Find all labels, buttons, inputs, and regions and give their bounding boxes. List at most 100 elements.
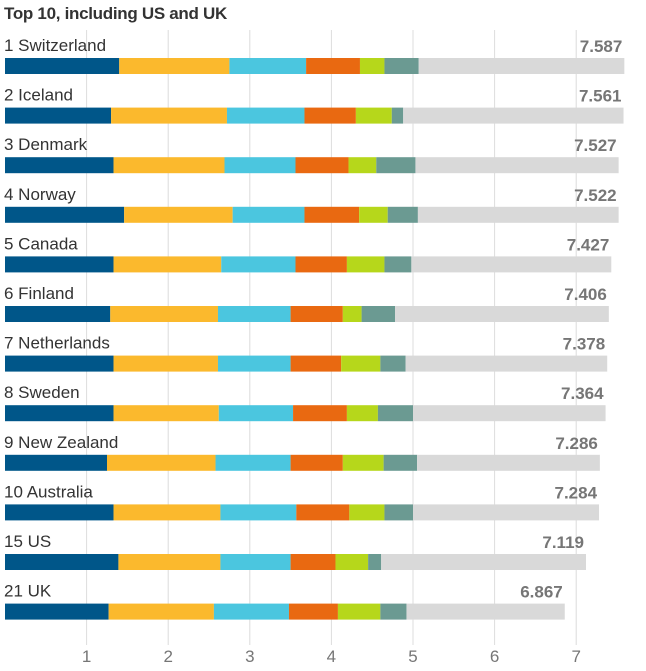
bar-segment-7 xyxy=(418,58,625,74)
bar-segment-3 xyxy=(213,603,289,620)
tick-label: 1 xyxy=(82,647,91,666)
bar-segment-7 xyxy=(415,157,619,174)
bar-segment-1 xyxy=(5,256,114,273)
tick-label: 3 xyxy=(245,647,254,666)
bar-segment-3 xyxy=(221,256,296,273)
bar-segment-2 xyxy=(119,58,230,74)
bar-row-5: 5 Canada 7.427 xyxy=(4,234,612,273)
bar-segment-2 xyxy=(124,206,233,223)
bar-segment-1 xyxy=(5,603,109,620)
bar-segment-4 xyxy=(290,554,336,570)
bar-segment-2 xyxy=(113,256,222,273)
bar-row-10: 10 Australia 7.284 xyxy=(4,482,600,521)
bar-segment-1 xyxy=(5,306,111,322)
bar-segment-6 xyxy=(391,107,404,124)
bar-segment-2 xyxy=(118,554,221,570)
bar-segment-6 xyxy=(384,504,413,521)
bar-segment-4 xyxy=(304,107,356,124)
bar-segment-2 xyxy=(111,107,227,124)
bar-segment-4 xyxy=(290,306,343,322)
row-score: 7.364 xyxy=(561,384,604,403)
bar-segment-7 xyxy=(406,603,565,620)
row-label: 10 Australia xyxy=(4,482,93,501)
bar-segment-4 xyxy=(290,454,343,471)
row-label: 8 Sweden xyxy=(4,383,80,402)
bar-row-1: 1 Switzerland 7.587 xyxy=(4,36,625,74)
row-score: 7.587 xyxy=(580,37,623,56)
bar-segment-6 xyxy=(376,157,416,174)
bar-segment-5 xyxy=(342,454,384,471)
bar-segment-1 xyxy=(5,157,114,174)
bar-segment-2 xyxy=(113,405,219,422)
bar-segment-1 xyxy=(5,107,112,124)
bar-segment-4 xyxy=(306,58,360,74)
bar-segment-6 xyxy=(383,454,418,471)
bar-segment-3 xyxy=(229,58,307,74)
tick-label: 7 xyxy=(571,647,580,666)
bar-row-8: 8 Sweden 7.364 xyxy=(4,383,606,422)
row-label: 3 Denmark xyxy=(4,135,88,154)
bar-segment-7 xyxy=(395,306,609,322)
bar-segment-6 xyxy=(368,554,382,570)
row-score: 7.522 xyxy=(574,186,617,205)
row-score: 7.284 xyxy=(555,483,598,502)
bar-segment-3 xyxy=(218,405,294,422)
bar-segment-7 xyxy=(417,206,619,223)
row-label: 6 Finland xyxy=(4,284,74,303)
bar-segment-6 xyxy=(384,256,412,273)
bar-segment-5 xyxy=(355,107,392,124)
bar-row-12: 21 UK 6.867 xyxy=(4,582,565,620)
bar-segment-7 xyxy=(413,504,600,521)
bar-row-6: 6 Finland 7.406 xyxy=(4,284,609,322)
bar-segment-5 xyxy=(349,504,385,521)
tick-label: 2 xyxy=(163,647,172,666)
row-label: 21 UK xyxy=(4,582,52,601)
row-label: 4 Norway xyxy=(4,185,76,204)
bar-segment-4 xyxy=(295,157,349,174)
row-score: 7.406 xyxy=(564,285,607,304)
tick-label: 4 xyxy=(327,647,336,666)
bar-segment-4 xyxy=(295,256,347,273)
row-score: 7.427 xyxy=(567,235,610,254)
bar-segment-3 xyxy=(220,504,297,521)
bar-row-2: 2 Iceland 7.561 xyxy=(4,86,624,124)
bar-segment-2 xyxy=(113,157,225,174)
bar-segment-3 xyxy=(217,306,291,322)
bar-segment-7 xyxy=(413,405,606,422)
bar-segment-3 xyxy=(224,157,296,174)
row-score: 7.527 xyxy=(574,136,617,155)
bar-segment-4 xyxy=(296,504,350,521)
bar-segment-2 xyxy=(110,306,218,322)
bar-segment-3 xyxy=(215,454,291,471)
bar-segment-2 xyxy=(113,355,218,372)
bar-segment-5 xyxy=(346,256,385,273)
bar-segment-2 xyxy=(113,504,221,521)
bar-segment-1 xyxy=(5,454,107,471)
row-label: 2 Iceland xyxy=(4,86,73,105)
tick-label: 5 xyxy=(408,647,417,666)
bar-segment-4 xyxy=(290,355,342,372)
bar-segment-5 xyxy=(341,355,381,372)
bar-segment-7 xyxy=(417,454,600,471)
bar-segment-3 xyxy=(220,554,291,570)
bar-segment-3 xyxy=(217,355,291,372)
bar-segment-3 xyxy=(226,107,305,124)
bar-segment-7 xyxy=(381,554,586,570)
bar-segment-5 xyxy=(359,206,388,223)
bar-row-9: 9 New Zealand 7.286 xyxy=(4,433,600,471)
row-score: 7.561 xyxy=(579,87,622,106)
row-label: 9 New Zealand xyxy=(4,433,118,452)
bar-segment-6 xyxy=(387,206,418,223)
bar-segment-6 xyxy=(361,306,396,322)
bar-segment-5 xyxy=(337,603,381,620)
bar-segment-3 xyxy=(232,206,305,223)
bar-segment-1 xyxy=(5,355,114,372)
bar-row-4: 4 Norway 7.522 xyxy=(4,185,619,223)
bar-segment-1 xyxy=(5,58,120,74)
bar-segment-5 xyxy=(359,58,385,74)
bar-segment-6 xyxy=(380,355,406,372)
bar-segment-1 xyxy=(5,405,114,422)
chart-title: Top 10, including US and UK xyxy=(4,4,227,23)
bar-segment-2 xyxy=(108,603,214,620)
